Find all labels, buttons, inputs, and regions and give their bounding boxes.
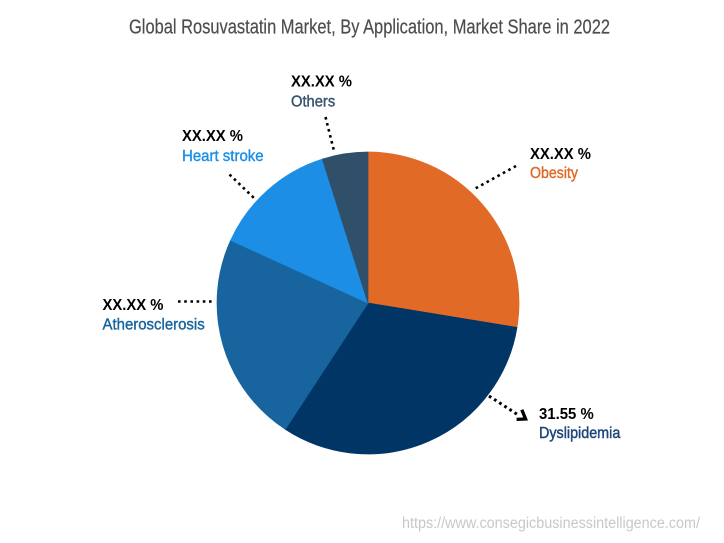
svg-text:Global Rosuvastatin Market, By: Global Rosuvastatin Market, By Applicati… xyxy=(129,17,610,39)
svg-text:Atherosclerosis: Atherosclerosis xyxy=(103,317,205,334)
svg-text:Others: Others xyxy=(291,94,335,111)
svg-text:XX.XX %: XX.XX % xyxy=(291,74,352,91)
svg-text:Dyslipidemia: Dyslipidemia xyxy=(539,425,620,442)
svg-text:Heart stroke: Heart stroke xyxy=(182,148,264,165)
svg-text:XX.XX %: XX.XX % xyxy=(103,297,164,314)
svg-text:https://www.consegicbusinessin: https://www.consegicbusinessintelligence… xyxy=(402,515,701,532)
svg-text:31.55 %: 31.55 % xyxy=(539,406,594,423)
svg-text:XX.XX %: XX.XX % xyxy=(182,128,243,145)
svg-text:XX.XX %: XX.XX % xyxy=(530,146,591,163)
svg-text:Obesity: Obesity xyxy=(530,165,578,182)
